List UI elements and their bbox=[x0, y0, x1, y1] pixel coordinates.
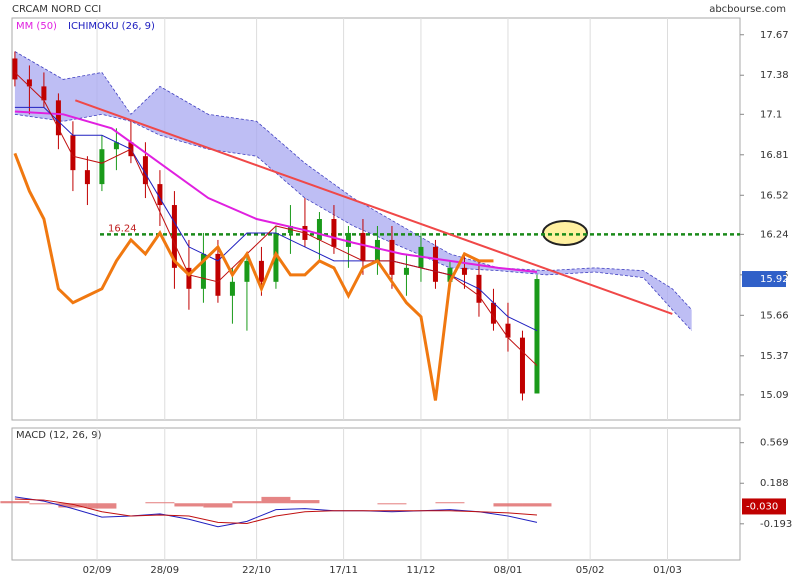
candle-body bbox=[55, 100, 61, 136]
candle-body bbox=[374, 239, 380, 261]
histogram-bar bbox=[522, 503, 552, 507]
histogram-bar bbox=[435, 502, 465, 504]
y-tick-label: 15.09 bbox=[760, 390, 789, 401]
candle-body bbox=[389, 239, 395, 275]
candle-body bbox=[244, 260, 250, 282]
candle-body bbox=[84, 170, 90, 185]
value-label: -0.030 bbox=[746, 501, 778, 512]
candle-body bbox=[316, 219, 322, 240]
value-label-box bbox=[742, 498, 786, 515]
candle-body bbox=[345, 232, 351, 247]
source: abcbourse.com bbox=[709, 4, 786, 15]
histogram-bar bbox=[87, 503, 117, 509]
series-line bbox=[14, 110, 538, 274]
macd-title: MACD (12, 26, 9) bbox=[16, 430, 102, 441]
histogram-bar bbox=[232, 501, 262, 504]
macd-panel bbox=[11, 427, 741, 561]
trendline bbox=[74, 99, 673, 315]
histogram-bar bbox=[290, 500, 320, 504]
ichimoku-cloud bbox=[14, 51, 692, 331]
candle-body bbox=[461, 267, 467, 275]
last-price-box bbox=[742, 271, 786, 288]
candle-body bbox=[403, 267, 409, 275]
candle-body bbox=[12, 58, 18, 80]
candle-body bbox=[70, 135, 76, 171]
histogram-bar bbox=[145, 502, 175, 504]
candle-body bbox=[432, 246, 438, 282]
y-tick-label: 0.188 bbox=[760, 478, 789, 489]
y-tick-label: 15.37 bbox=[760, 351, 789, 362]
candle-body bbox=[360, 232, 366, 261]
candle-body bbox=[113, 142, 119, 150]
y-tick-label: -0.193 bbox=[760, 519, 792, 530]
x-tick-label: 22/10 bbox=[242, 565, 271, 576]
histogram-bar bbox=[174, 503, 204, 507]
series-line bbox=[14, 72, 538, 366]
x-tick-label: 05/02 bbox=[576, 565, 605, 576]
y-tick-label: 16.24 bbox=[760, 229, 789, 240]
histogram-bar bbox=[261, 496, 291, 504]
histogram-bar bbox=[29, 503, 59, 505]
series-line bbox=[13, 152, 494, 401]
candle-body bbox=[505, 323, 511, 338]
x-tick-label: 17/11 bbox=[329, 565, 358, 576]
x-tick-label: 11/12 bbox=[407, 565, 436, 576]
y-tick-label: 17.1 bbox=[760, 109, 782, 120]
candle-body bbox=[490, 302, 496, 324]
candle-body bbox=[200, 253, 206, 289]
x-tick-label: 02/09 bbox=[83, 565, 112, 576]
macd-line bbox=[14, 496, 538, 528]
legend-entry: MM (50) bbox=[16, 21, 57, 32]
candle-body bbox=[229, 281, 235, 296]
candle-body bbox=[157, 184, 163, 206]
y-tick-label: 0.569 bbox=[760, 438, 789, 449]
candle-body bbox=[41, 86, 47, 101]
candle-body bbox=[142, 156, 148, 185]
y-tick-label: 15.66 bbox=[760, 310, 789, 321]
histogram-bar bbox=[493, 503, 523, 507]
candle-body bbox=[171, 205, 177, 268]
last-price-label: 15.92 bbox=[760, 274, 789, 285]
candle-body bbox=[534, 279, 540, 394]
candle-body bbox=[99, 149, 105, 185]
histogram-bar bbox=[377, 503, 407, 505]
y-tick-label: 17.67 bbox=[760, 30, 789, 41]
chart-title: CRCAM NORD CCI bbox=[12, 4, 101, 15]
candle-body bbox=[258, 260, 264, 282]
x-tick-label: 28/09 bbox=[150, 565, 179, 576]
y-tick-label: 16.81 bbox=[760, 150, 789, 161]
candle-body bbox=[331, 219, 337, 247]
annotation-ellipse bbox=[542, 220, 588, 246]
candle-body bbox=[26, 79, 32, 87]
macd-line bbox=[14, 498, 538, 524]
histogram-bar bbox=[203, 503, 233, 508]
level-label: 16.24 bbox=[108, 223, 137, 234]
histogram-bar bbox=[0, 501, 30, 504]
candle-body bbox=[519, 337, 525, 394]
legend-entry: ICHIMOKU (26, 9) bbox=[68, 21, 155, 32]
histogram-bar bbox=[58, 503, 88, 508]
candle-body bbox=[186, 267, 192, 289]
cloud-edge bbox=[14, 113, 692, 331]
x-tick-label: 01/03 bbox=[653, 565, 682, 576]
x-tick-label: 08/01 bbox=[494, 565, 523, 576]
y-tick-label: 17.38 bbox=[760, 70, 789, 81]
candle-body bbox=[215, 253, 221, 296]
y-tick-label: 16.52 bbox=[760, 190, 789, 201]
